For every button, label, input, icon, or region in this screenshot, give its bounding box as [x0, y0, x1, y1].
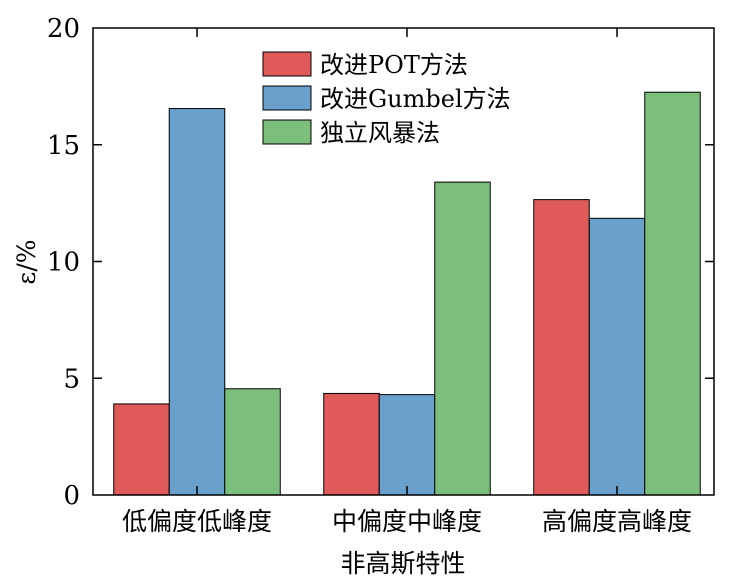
y-ticks-group: 0 5 10 15 20 [47, 14, 714, 511]
bar-1-3 [224, 388, 281, 496]
legend-label-1: 改进POT方法 [320, 51, 468, 79]
legend-swatch-1 [262, 51, 312, 77]
bar-3-3 [644, 91, 701, 496]
bars-group [113, 91, 701, 496]
bar-2-1 [323, 392, 380, 496]
y-tick-label-3: 15 [47, 131, 80, 161]
y-tick-label-0: 0 [63, 481, 80, 511]
x-category-label-1: 中偏度中峰度 [332, 507, 482, 536]
bar-2-2 [378, 394, 436, 496]
y-tick-label-2: 10 [47, 248, 80, 278]
bar-1-1 [113, 403, 170, 496]
bar-3-1 [533, 199, 590, 496]
bar-3-2 [588, 217, 646, 496]
legend-swatch-3 [262, 119, 312, 145]
y-axis-title: ε/% [12, 239, 41, 284]
bar-2-3 [434, 181, 491, 496]
x-category-label-2: 高偏度高峰度 [542, 507, 692, 536]
y-tick-label-1: 5 [63, 364, 80, 394]
bar-1-2 [168, 108, 226, 496]
x-category-labels: 低偏度低峰度 中偏度中峰度 高偏度高峰度 [122, 28, 692, 536]
y-tick-label-4: 20 [47, 14, 80, 44]
legend-label-2: 改进Gumbel方法 [320, 85, 511, 113]
legend-label-3: 独立风暴法 [320, 119, 440, 147]
x-axis-title: 非高斯特性 [340, 549, 465, 578]
x-category-label-0: 低偏度低峰度 [122, 507, 272, 536]
legend-swatch-2 [262, 85, 312, 111]
